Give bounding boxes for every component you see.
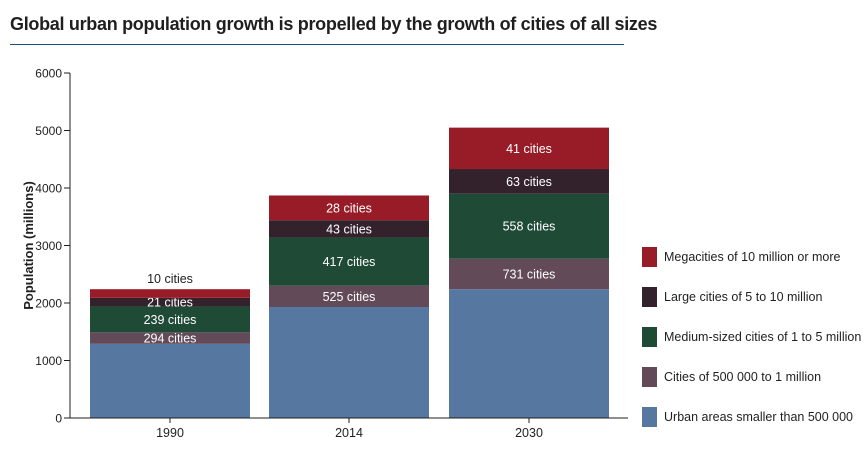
x-tick-label: 1990 [156, 426, 184, 440]
legend-item-urban-areas: Urban areas smaller than 500 000 [642, 407, 861, 427]
legend-item-megacities: Megacities of 10 million or more [642, 247, 861, 267]
legend-swatch [642, 327, 657, 347]
legend: Megacities of 10 million or more Large c… [642, 247, 861, 447]
y-tick-label: 4000 [35, 182, 62, 196]
legend-label: Large cities of 5 to 10 million [664, 290, 823, 304]
bar-segment-2014-1 [269, 285, 429, 308]
bar-segment-2030-1 [449, 258, 609, 290]
legend-label: Cities of 500 000 to 1 million [664, 370, 822, 384]
legend-item-medium-cities: Medium-sized cities of 1 to 5 million [642, 327, 861, 347]
bar-segment-2014-0 [269, 307, 429, 418]
data-label: 28 cities [326, 201, 372, 215]
data-label: 41 cities [506, 142, 552, 156]
bar-segment-2030-3 [449, 169, 609, 194]
data-label: 63 cities [506, 175, 552, 189]
data-label: 525 cities [323, 290, 376, 304]
legend-swatch [642, 247, 657, 267]
legend-label: Medium-sized cities of 1 to 5 million [664, 330, 862, 344]
bar-segment-1990-3 [90, 297, 250, 307]
data-label: 558 cities [503, 220, 556, 234]
bar-segment-2030-4 [449, 127, 609, 170]
y-tick-label: 1000 [35, 354, 62, 368]
title-divider [10, 44, 624, 45]
data-label: 417 cities [323, 255, 376, 269]
y-tick-label: 2000 [35, 297, 62, 311]
bar-segment-2014-2 [269, 237, 429, 286]
x-tick-label: 2030 [515, 426, 543, 440]
bar-segment-1990-4 [90, 289, 250, 298]
bar-segment-2030-0 [449, 289, 609, 418]
bar-segment-2030-2 [449, 193, 609, 259]
data-label: 10 cities [147, 272, 193, 286]
y-axis-title: Population (millions) [21, 181, 36, 310]
bar-segment-2014-3 [269, 220, 429, 238]
legend-label: Megacities of 10 million or more [664, 250, 841, 264]
legend-item-large-cities: Large cities of 5 to 10 million [642, 287, 861, 307]
bar-segment-2014-4 [269, 195, 429, 221]
data-label: 239 cities [144, 313, 197, 327]
data-label: 43 cities [326, 222, 372, 236]
x-tick-label: 2014 [335, 426, 363, 440]
bar-segment-1990-2 [90, 306, 250, 333]
legend-swatch [642, 367, 657, 387]
legend-swatch [642, 287, 657, 307]
y-tick-label: 5000 [35, 124, 62, 138]
legend-label: Urban areas smaller than 500 000 [664, 410, 854, 424]
y-tick-label: 6000 [35, 67, 62, 81]
y-tick-label: 0 [55, 412, 62, 426]
legend-item-small-cities: Cities of 500 000 to 1 million [642, 367, 861, 387]
data-label: 731 cities [503, 267, 556, 281]
data-label: 294 cities [144, 332, 197, 346]
legend-swatch [642, 407, 657, 427]
bar-segment-1990-1 [90, 332, 250, 344]
y-tick-label: 3000 [35, 239, 62, 253]
chart-title: Global urban population growth is propel… [10, 14, 658, 34]
data-label: 21 cities [147, 296, 193, 310]
bar-segment-1990-0 [90, 343, 250, 418]
